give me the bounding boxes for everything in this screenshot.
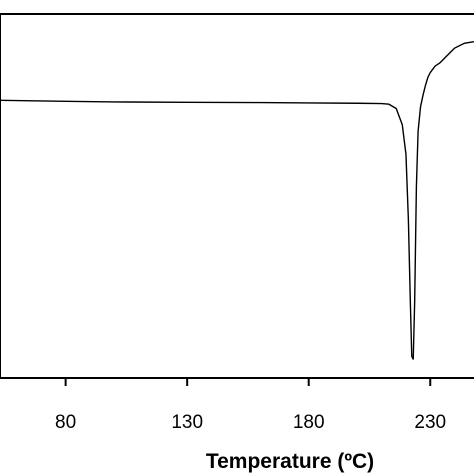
x-tick-label: 80 [55,412,76,433]
x-tick-label: 130 [171,412,203,433]
series-line [0,40,474,360]
x-axis-title: Temperature (ºC) [206,450,374,473]
x-ticks [64,378,432,386]
x-tick-label: 180 [293,412,325,433]
x-tick-label: 230 [414,412,446,433]
x-tick-labels: 80 130 180 230 [55,412,446,433]
